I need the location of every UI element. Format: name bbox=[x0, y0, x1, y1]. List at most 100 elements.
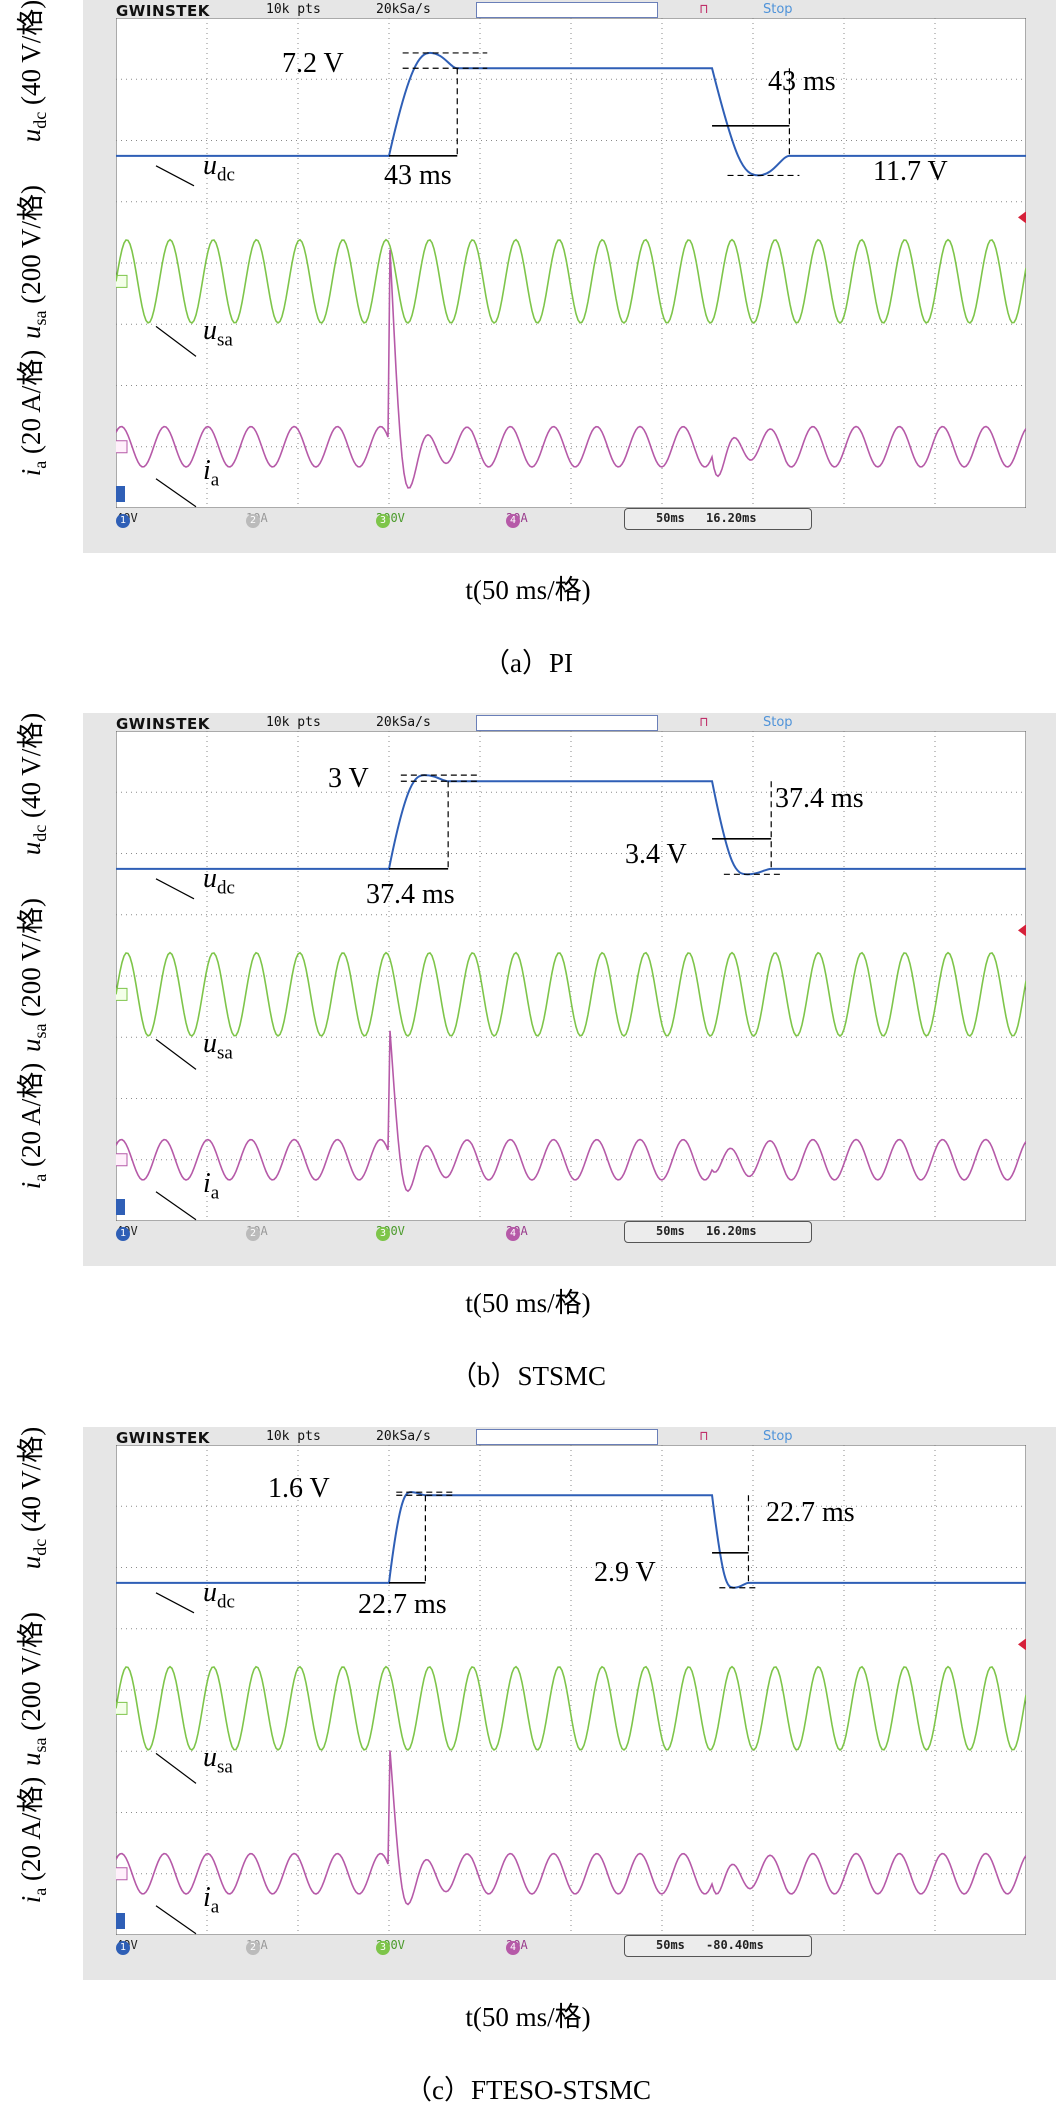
timebase-box bbox=[624, 1221, 812, 1243]
trigger-level-icon bbox=[1018, 211, 1026, 224]
scope-screen-a bbox=[116, 18, 1026, 508]
undershoot-label: 2.9 V bbox=[594, 1557, 656, 1588]
trace-label-ia: ia bbox=[203, 1168, 220, 1204]
ia-leader-line bbox=[155, 478, 197, 508]
udc-leader-line bbox=[155, 1592, 195, 1614]
usa-trace bbox=[116, 951, 1026, 1038]
ch1-icon: 1 bbox=[116, 1941, 130, 1955]
timebase-box bbox=[624, 1935, 812, 1957]
ylabel-usa: usa (200 V/格) bbox=[15, 1612, 51, 1766]
ch2-icon: 2 bbox=[246, 1941, 260, 1955]
brand-logo: GWINSTEK bbox=[116, 1429, 210, 1447]
trigger-edge-icon: ⊓ bbox=[700, 2, 708, 17]
sample-rate: 20kSa/s bbox=[376, 715, 431, 730]
panel-b: GWINSTEK 10k pts 20kSa/s ⊓ Stop 140V 210… bbox=[0, 713, 1056, 1413]
ch2-setting: 210A bbox=[246, 511, 268, 528]
x-axis-label: t(50 ms/格) bbox=[465, 2002, 591, 2032]
ch4-marker bbox=[116, 1867, 128, 1881]
record-length: 10k pts bbox=[266, 1429, 321, 1444]
ch3-icon: 3 bbox=[376, 1941, 390, 1955]
ch1-icon: 1 bbox=[116, 1227, 130, 1241]
ch2-setting: 210A bbox=[246, 1938, 268, 1955]
udc-trace bbox=[116, 774, 1026, 876]
ch4-setting: 420A bbox=[506, 511, 528, 528]
trace-label-ia: ia bbox=[203, 455, 220, 491]
ch1-marker bbox=[116, 1199, 125, 1215]
trigger-level-icon bbox=[1018, 924, 1026, 937]
ch3-marker bbox=[116, 987, 128, 1001]
trigger-level-icon bbox=[1018, 1638, 1026, 1651]
ch2-icon: 2 bbox=[246, 1227, 260, 1241]
brand-logo: GWINSTEK bbox=[116, 715, 210, 733]
ch4-icon: 4 bbox=[506, 1941, 520, 1955]
ch1-setting: 140V bbox=[116, 1224, 138, 1241]
overshoot-label: 1.6 V bbox=[268, 1473, 330, 1504]
scope-screen-b bbox=[116, 731, 1026, 1221]
overshoot-label: 7.2 V bbox=[282, 48, 344, 79]
ch4-icon: 4 bbox=[506, 514, 520, 528]
ch1-setting: 140V bbox=[116, 1938, 138, 1955]
panel-c: GWINSTEK 10k pts 20kSa/s ⊓ Stop 140V 210… bbox=[0, 1427, 1056, 2127]
timebase-box bbox=[624, 508, 812, 530]
trigger-edge-icon: ⊓ bbox=[700, 715, 708, 730]
caption-c: （c）FTESO-STSMC bbox=[404, 2075, 652, 2105]
usa-leader-line bbox=[155, 325, 197, 357]
trigger-offset: -80.40ms bbox=[706, 1938, 764, 1952]
memory-bar bbox=[476, 1429, 658, 1445]
ch1-marker bbox=[116, 486, 125, 502]
memory-bar bbox=[476, 2, 658, 18]
ylabel-udc: udc (40 V/格) bbox=[15, 712, 51, 856]
sample-rate: 20kSa/s bbox=[376, 2, 431, 17]
caption-b: （b）STSMC bbox=[449, 1361, 607, 1391]
trace-label-udc: udc bbox=[203, 1577, 235, 1613]
fall-time-label: 43 ms bbox=[768, 66, 836, 97]
ch3-setting: 3 200V bbox=[376, 1224, 405, 1241]
ch1-icon: 1 bbox=[116, 514, 130, 528]
ia-leader-line bbox=[155, 1191, 197, 1221]
trigger-edge-icon: ⊓ bbox=[700, 1429, 708, 1444]
timebase: 50ms bbox=[656, 1224, 685, 1238]
rise-time-label: 43 ms bbox=[384, 160, 452, 191]
udc-trace bbox=[116, 1491, 1026, 1589]
fall-time-label: 37.4 ms bbox=[775, 783, 864, 814]
scope-screen-c bbox=[116, 1445, 1026, 1935]
ch4-icon: 4 bbox=[506, 1227, 520, 1241]
ch1-setting: 140V bbox=[116, 511, 138, 528]
usa-trace bbox=[116, 1665, 1026, 1752]
sample-rate: 20kSa/s bbox=[376, 1429, 431, 1444]
usa-leader-line bbox=[155, 1038, 197, 1070]
ch1-marker bbox=[116, 1913, 125, 1929]
ch4-marker bbox=[116, 1153, 128, 1167]
brand-logo: GWINSTEK bbox=[116, 2, 210, 20]
stop-status: Stop bbox=[763, 2, 793, 17]
usa-trace bbox=[116, 238, 1026, 325]
rise-time-label: 37.4 ms bbox=[366, 879, 455, 910]
trace-label-udc: udc bbox=[203, 150, 235, 186]
memory-bar bbox=[476, 715, 658, 731]
record-length: 10k pts bbox=[266, 715, 321, 730]
ia-trace bbox=[116, 1750, 1026, 1906]
timebase: 50ms bbox=[656, 511, 685, 525]
ch3-icon: 3 bbox=[376, 1227, 390, 1241]
ylabel-udc: udc (40 V/格) bbox=[15, 1426, 51, 1570]
udc-trace bbox=[116, 51, 1026, 177]
stop-status: Stop bbox=[763, 715, 793, 730]
ch3-marker bbox=[116, 274, 128, 288]
trace-label-usa: usa bbox=[203, 1028, 233, 1064]
udc-leader-line bbox=[155, 165, 195, 187]
ch3-marker bbox=[116, 1701, 128, 1715]
stop-status: Stop bbox=[763, 1429, 793, 1444]
ch4-setting: 420A bbox=[506, 1224, 528, 1241]
ch4-marker bbox=[116, 440, 128, 454]
trace-label-udc: udc bbox=[203, 863, 235, 899]
caption-a: （a）PI bbox=[483, 648, 573, 678]
trace-label-usa: usa bbox=[203, 1742, 233, 1778]
record-length: 10k pts bbox=[266, 2, 321, 17]
ylabel-ia: ia (20 A/格) bbox=[15, 1062, 51, 1190]
ch2-icon: 2 bbox=[246, 514, 260, 528]
timebase: 50ms bbox=[656, 1938, 685, 1952]
ia-trace bbox=[116, 249, 1026, 489]
